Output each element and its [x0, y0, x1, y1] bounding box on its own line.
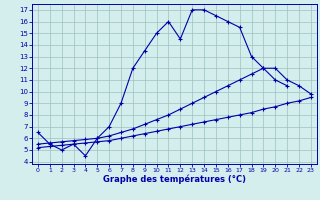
X-axis label: Graphe des températures (°C): Graphe des températures (°C): [103, 175, 246, 184]
